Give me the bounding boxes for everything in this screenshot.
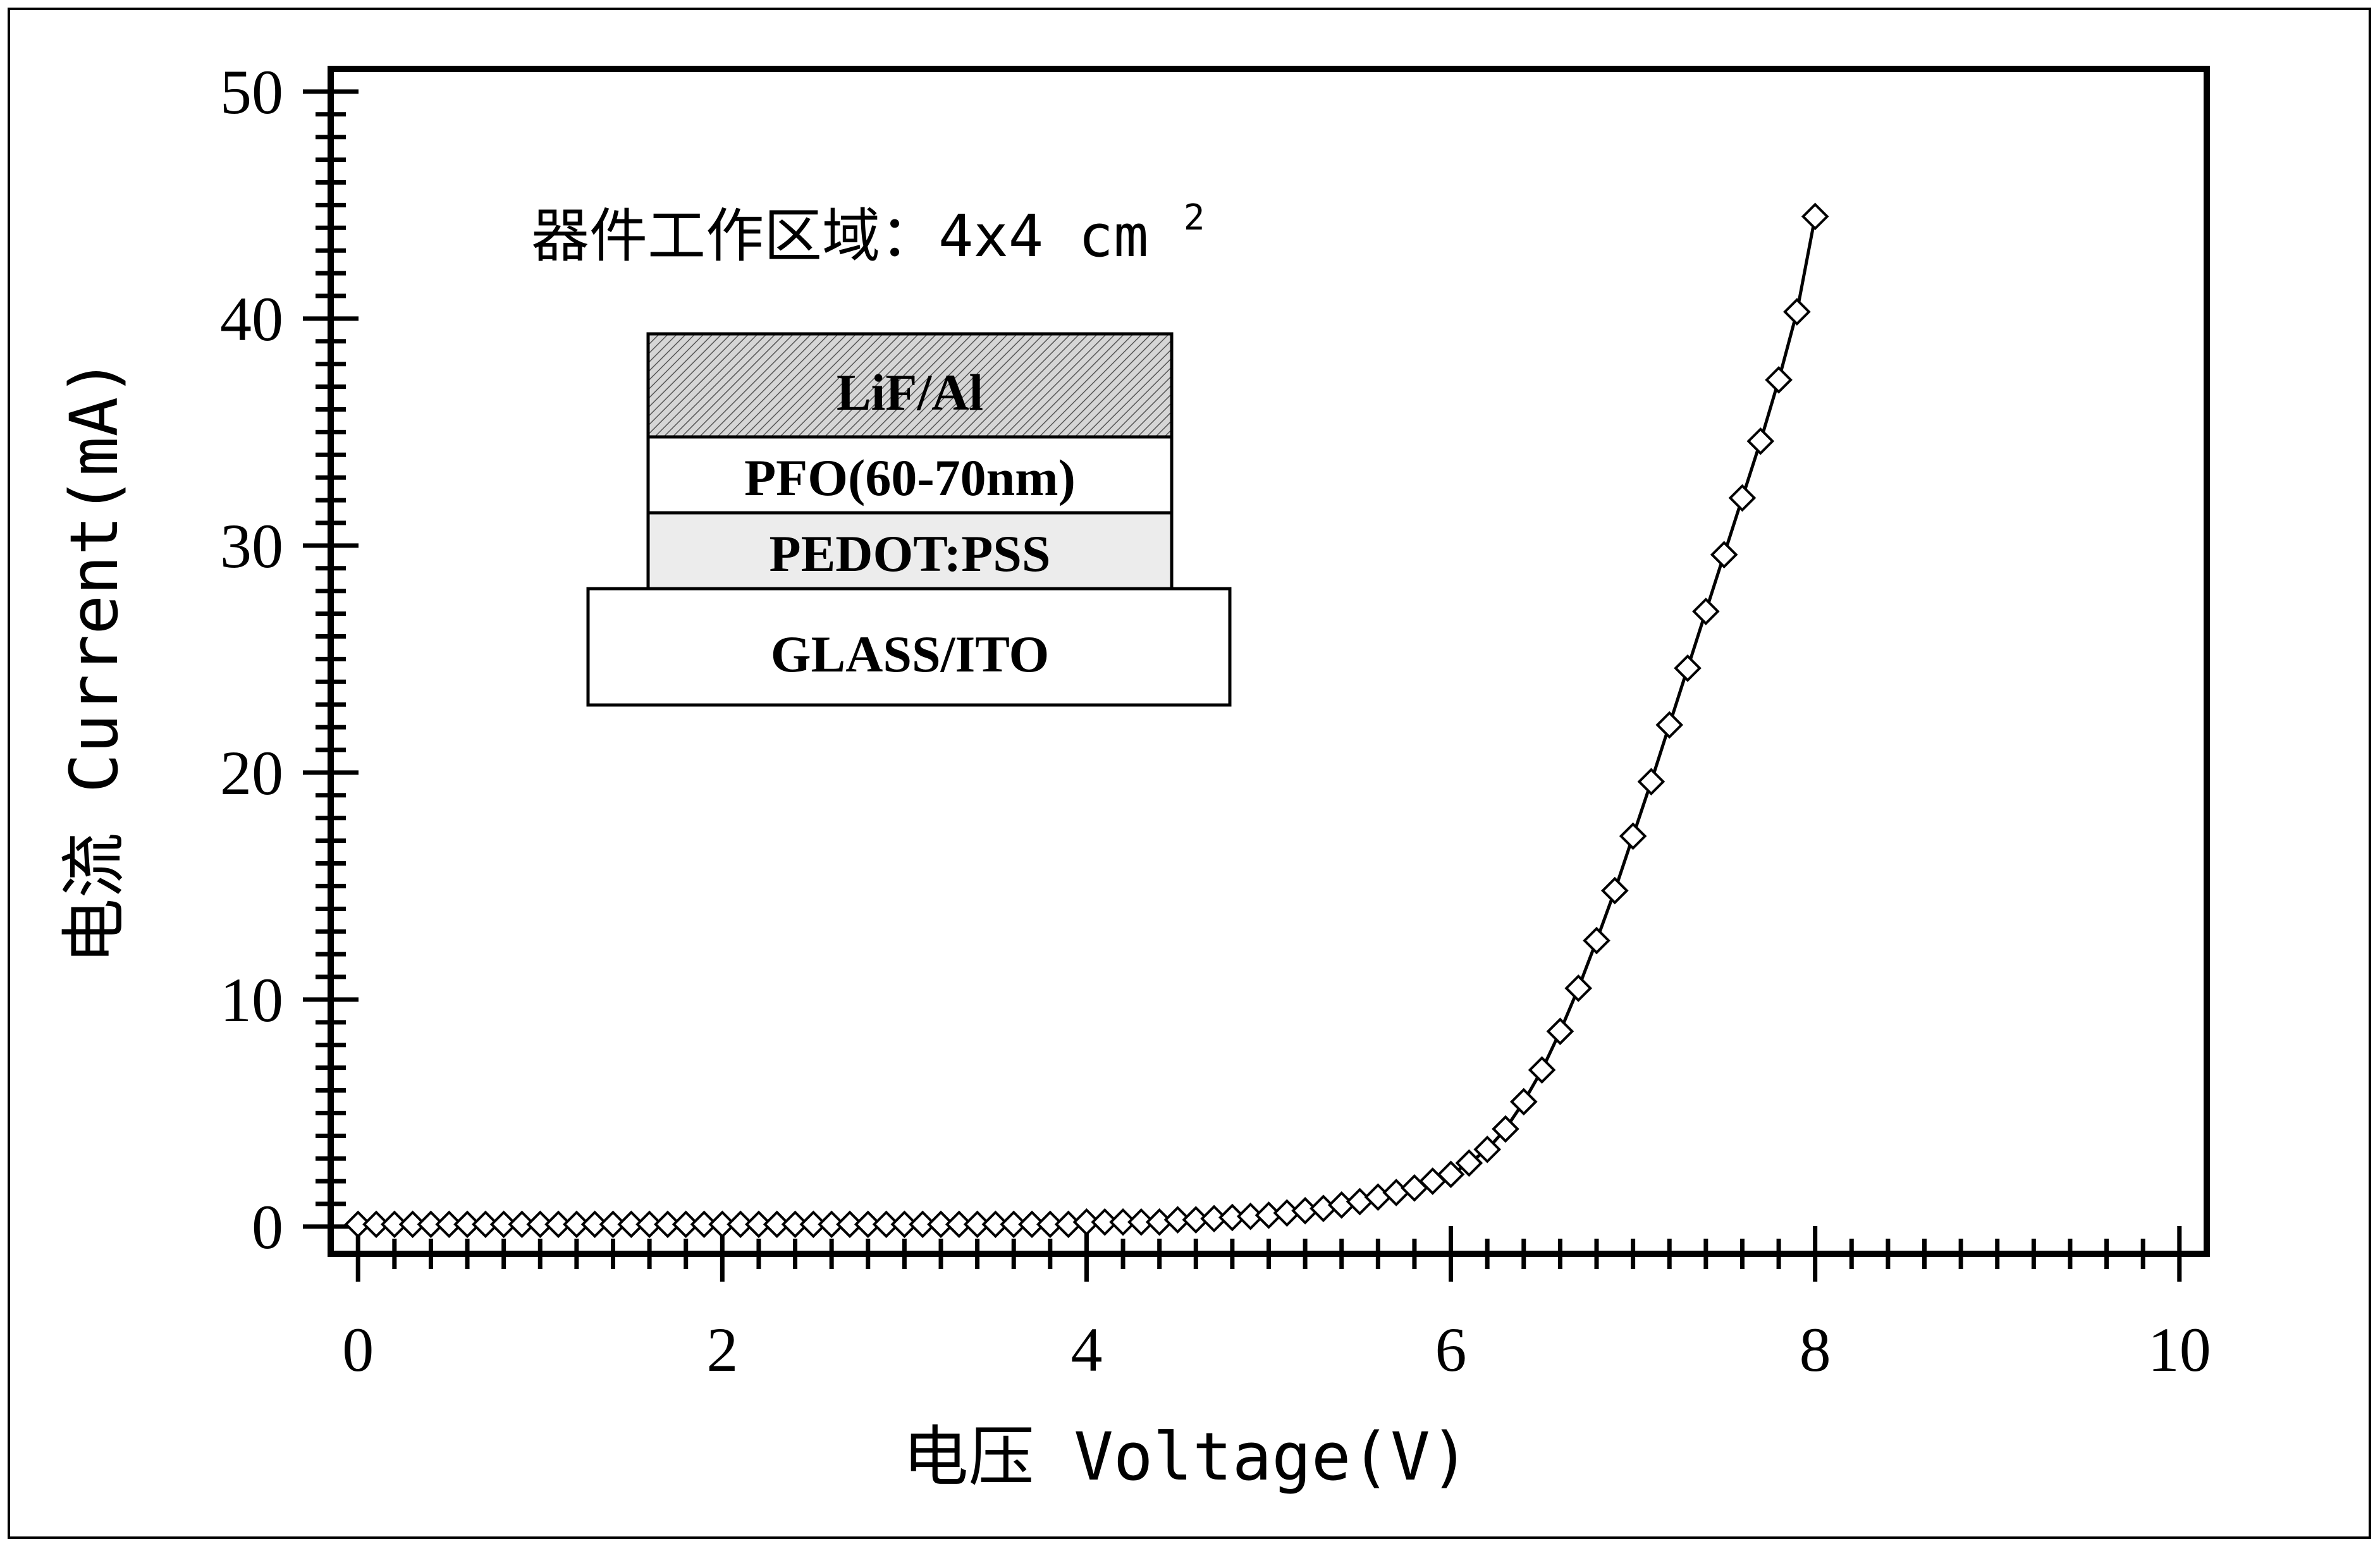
- data-point: [1674, 654, 1702, 682]
- data-point: [435, 1210, 463, 1239]
- y-tick-label: 10: [220, 965, 283, 1035]
- stack-layer-lif-al: [646, 332, 1174, 439]
- data-point: [672, 1210, 700, 1239]
- data-point: [1619, 822, 1647, 850]
- data-point: [1163, 1206, 1192, 1234]
- data-point: [1437, 1160, 1465, 1189]
- data-point: [1127, 1208, 1155, 1236]
- data-point: [1746, 427, 1775, 455]
- data-point: [1000, 1210, 1028, 1239]
- data-point: [1036, 1210, 1064, 1239]
- x-tick-label: 6: [1435, 1315, 1467, 1385]
- data-point: [890, 1210, 919, 1239]
- x-tick-label: 4: [1070, 1315, 1102, 1385]
- axis-tick-labels: 0 2 4 6 8 10 0 10 20 30 40 50: [220, 57, 2211, 1385]
- data-point: [781, 1210, 809, 1239]
- data-point: [927, 1210, 955, 1239]
- stack-layer-glass-ito: [586, 587, 1232, 707]
- data-point: [981, 1210, 1010, 1239]
- data-point: [635, 1210, 663, 1239]
- data-point: [654, 1210, 682, 1239]
- data-point: [1546, 1017, 1574, 1046]
- data-point: [1783, 298, 1811, 326]
- data-point: [417, 1210, 445, 1239]
- data-point: [1728, 484, 1757, 512]
- data-point: [526, 1210, 555, 1239]
- annotation-text: 器件工作区域：4x4 cm: [531, 202, 1148, 270]
- x-tick-label: 0: [342, 1315, 374, 1385]
- data-point: [909, 1210, 937, 1239]
- stack-layer-pedot: [646, 511, 1174, 591]
- stack-label-lif-al: LiF/Al: [837, 364, 983, 421]
- data-point: [544, 1210, 572, 1239]
- data-point: [1692, 598, 1720, 625]
- y-tick-label: 40: [220, 284, 283, 354]
- data-point: [727, 1210, 754, 1239]
- stack-label-pedot: PEDOT:PSS: [770, 525, 1051, 582]
- data-point: [1655, 711, 1684, 739]
- stack-label-pfo: PFO(60-70nm): [744, 449, 1076, 506]
- data-point: [580, 1210, 609, 1239]
- y-tick-label: 20: [220, 738, 283, 808]
- data-point: [1109, 1208, 1137, 1236]
- data-point: [836, 1210, 864, 1239]
- data-point: [1509, 1088, 1538, 1116]
- data-point: [1072, 1208, 1101, 1236]
- annotation-superscript: 2: [1184, 197, 1205, 238]
- data-point: [1637, 768, 1665, 796]
- data-point: [1710, 541, 1738, 569]
- data-point: [945, 1210, 973, 1239]
- data-point: [1018, 1210, 1046, 1239]
- y-tick-label: 30: [220, 511, 283, 581]
- plot-area-frame: [328, 66, 2210, 1257]
- data-point: [1455, 1149, 1483, 1177]
- y-axis-title: 电流 Current(mA): [56, 357, 133, 964]
- data-point: [508, 1210, 536, 1239]
- data-point: [362, 1210, 390, 1239]
- data-point: [818, 1210, 845, 1239]
- data-point: [854, 1210, 882, 1239]
- data-point: [1600, 876, 1629, 905]
- data-point: [963, 1210, 991, 1239]
- data-point: [1091, 1208, 1119, 1236]
- y-tick-label: 50: [220, 57, 283, 127]
- stack-label-glass-ito: GLASS/ITO: [771, 625, 1050, 683]
- data-point: [398, 1210, 427, 1239]
- data-point: [1765, 366, 1793, 394]
- data-point: [1528, 1056, 1556, 1084]
- figure-border: [8, 8, 2371, 1539]
- data-point: [1801, 202, 1829, 231]
- series-points: [344, 202, 1829, 1239]
- data-point: [380, 1210, 408, 1239]
- y-tick-label: 0: [252, 1192, 283, 1262]
- data-point: [745, 1210, 773, 1239]
- data-point: [1492, 1115, 1519, 1143]
- data-point: [344, 1210, 372, 1239]
- data-point: [563, 1210, 591, 1239]
- data-point: [872, 1210, 900, 1239]
- data-point: [617, 1210, 646, 1239]
- x-tick-label: 2: [706, 1315, 738, 1385]
- data-point: [690, 1210, 718, 1239]
- data-point: [799, 1210, 828, 1239]
- data-point: [472, 1210, 500, 1239]
- data-point: [453, 1210, 481, 1239]
- data-point: [599, 1210, 627, 1239]
- data-point: [1473, 1136, 1501, 1163]
- data-point: [1583, 926, 1610, 955]
- data-point: [763, 1210, 791, 1239]
- x-tick-label: 10: [2148, 1315, 2211, 1385]
- data-point: [708, 1210, 737, 1239]
- x-axis-title: 电压 Voltage(V): [903, 1418, 1470, 1495]
- data-point: [489, 1210, 518, 1239]
- device-area-annotation: 器件工作区域：4x4 cm 2: [531, 197, 1205, 270]
- x-tick-label: 8: [1800, 1315, 1831, 1385]
- data-point: [1564, 974, 1593, 1002]
- device-stack-inset: LiF/Al PFO(60-70nm) PEDOT:PSS GLASS/ITO: [586, 332, 1232, 707]
